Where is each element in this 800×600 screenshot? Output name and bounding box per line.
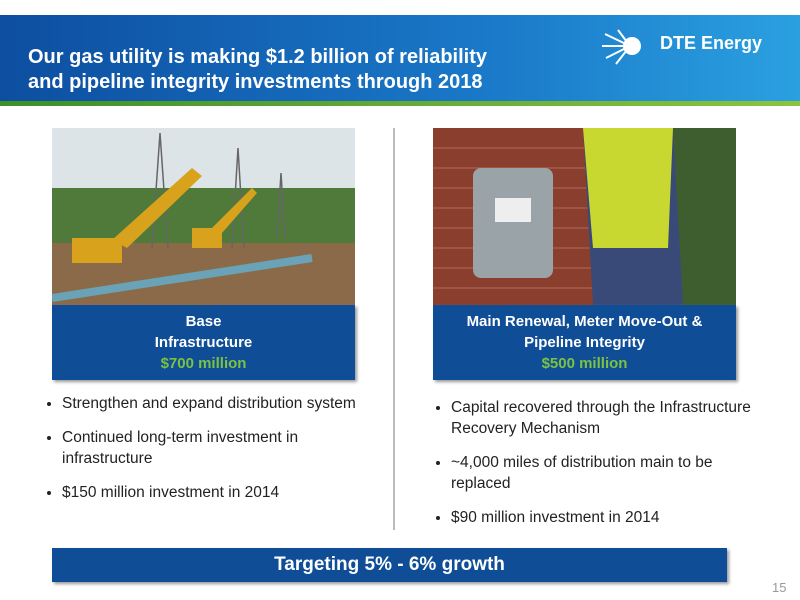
bullet: $150 million investment in 2014 xyxy=(62,482,367,503)
divider xyxy=(393,128,395,530)
meter-photo xyxy=(433,128,736,305)
bullet-list: Capital recovered through the Infrastruc… xyxy=(429,397,751,541)
title-line: and pipeline integrity investments throu… xyxy=(28,71,483,93)
bullet-list: Strengthen and expand distribution syste… xyxy=(40,393,367,516)
bullet: Capital recovered through the Infrastruc… xyxy=(451,397,751,439)
panel-title: Base Infrastructure xyxy=(154,313,253,351)
logo-icon xyxy=(602,29,641,65)
page-number: 15 xyxy=(772,580,787,595)
bullet: $90 million investment in 2014 xyxy=(451,507,751,528)
panel-label: Main Renewal, Meter Move-Out & Pipeline … xyxy=(433,305,736,380)
logo-text: DTE Energy xyxy=(660,33,763,53)
header-band xyxy=(0,15,800,101)
header-rule xyxy=(0,101,800,106)
bullet: Continued long-term investment in infras… xyxy=(62,427,367,469)
title-line: Our gas utility is making $1.2 billion o… xyxy=(28,46,487,68)
growth-banner: Targeting 5% - 6% growth xyxy=(52,548,727,582)
bullet: Strengthen and expand distribution syste… xyxy=(62,393,367,414)
panel-amount: $700 million xyxy=(160,355,247,372)
panel-amount: $500 million xyxy=(541,355,628,372)
panel-label: Base Infrastructure $700 million xyxy=(52,305,355,380)
bullet: ~4,000 miles of distribution main to be … xyxy=(451,452,751,494)
panel-title: Main Renewal, Meter Move-Out & Pipeline … xyxy=(466,313,703,351)
pipeline-photo xyxy=(52,128,355,305)
